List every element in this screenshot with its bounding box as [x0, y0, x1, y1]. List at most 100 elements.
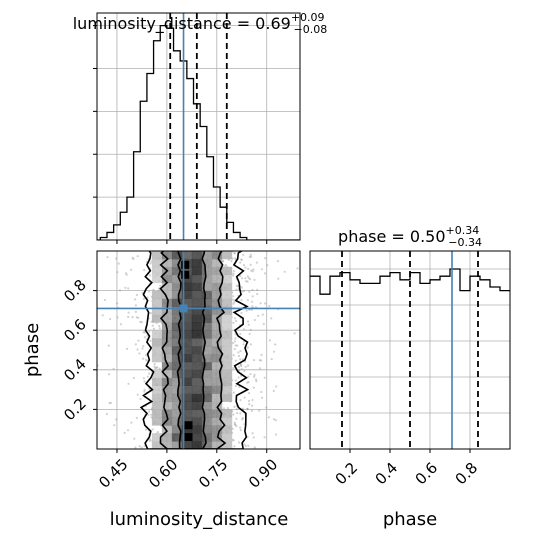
density-cell [181, 251, 193, 260]
density-cell [211, 346, 223, 355]
sample-point [276, 260, 279, 263]
sample-point [233, 252, 236, 255]
density-cell [161, 354, 173, 363]
density-cell [171, 361, 183, 371]
density-cell [201, 346, 213, 355]
sample-point [259, 302, 262, 305]
density-cell [161, 251, 173, 260]
sample-point [136, 393, 139, 396]
sample-point [237, 365, 240, 368]
sample-point [143, 380, 146, 383]
density-cell [201, 369, 213, 379]
density-cell [161, 314, 173, 323]
sample-point [233, 405, 236, 408]
sample-point [154, 367, 157, 370]
sample-point [246, 346, 249, 349]
sample-point [252, 386, 255, 389]
sample-point [256, 292, 259, 296]
sample-point [139, 397, 142, 400]
sample-point [240, 368, 243, 371]
density-cell [171, 298, 183, 307]
sample-point [246, 299, 249, 302]
sample-point [253, 446, 256, 449]
sample-point [247, 381, 250, 384]
density-cell [151, 251, 163, 260]
sample-point [115, 257, 118, 260]
sample-point [268, 305, 271, 308]
x-tick-label: 0.45 [95, 455, 131, 491]
density-cell [181, 322, 193, 331]
density-cell [171, 441, 183, 449]
density-cell [171, 322, 183, 331]
density-cell [171, 306, 183, 315]
density-cell [221, 393, 233, 402]
sample-point [237, 351, 240, 354]
density-cell [181, 401, 193, 410]
sample-point [221, 260, 224, 263]
density-cell [161, 274, 173, 284]
sample-point [108, 402, 111, 405]
density-cell [211, 306, 223, 315]
density-cell [191, 361, 203, 371]
sample-point [248, 278, 252, 281]
sample-point [263, 272, 267, 275]
density-cell [201, 314, 213, 323]
density-cell [191, 425, 203, 434]
density-cell [151, 346, 163, 355]
x-tick-label: 0.2 [332, 459, 362, 489]
sample-point [155, 366, 158, 369]
sample-point [232, 274, 235, 277]
density-cell [191, 298, 203, 307]
luminosity-distance-vs-phase-panel: 0.45 0.60 0.75 0.90 0.2 0.4 0.6 0.8 luminosity_… [22, 250, 301, 530]
density-cell [171, 314, 183, 323]
sample-point [118, 289, 122, 292]
x-axis-label-luminosity-distance: luminosity_distance [110, 509, 289, 530]
density-cell [151, 385, 163, 394]
sample-point [237, 369, 241, 372]
sample-point [255, 261, 258, 264]
sample-point [275, 433, 278, 436]
phase-title: phase = 0.50+0.34 −0.34 [338, 224, 482, 249]
sample-point [238, 385, 241, 388]
density-cell [181, 361, 193, 371]
sample-point [127, 287, 130, 290]
density-cell [171, 330, 183, 339]
density-cell [211, 322, 223, 331]
sample-point [249, 328, 252, 332]
sample-point [126, 429, 130, 432]
y-axis-label-phase: phase [22, 323, 43, 377]
density-cell [221, 338, 233, 347]
density-cell [211, 298, 223, 307]
density-cell [211, 251, 223, 260]
truth-marker [179, 304, 188, 313]
sample-point [148, 439, 151, 442]
sample-point [250, 255, 253, 258]
density-cell [181, 385, 193, 394]
sample-point [239, 399, 242, 402]
density-cell [221, 377, 233, 386]
sample-point [146, 296, 149, 299]
x-tick-label: 0.4 [372, 459, 402, 489]
sample-point [240, 311, 243, 315]
density-cell [151, 377, 163, 386]
sample-point [241, 407, 245, 410]
sample-point [233, 252, 236, 255]
sample-point [245, 309, 248, 312]
sample-point [296, 267, 299, 270]
density-cell [211, 401, 223, 410]
density-cell [201, 298, 213, 307]
density-cell [161, 282, 173, 291]
density-cell [161, 385, 173, 394]
density-cell [201, 393, 213, 402]
sample-point [252, 436, 255, 439]
density-cell [191, 393, 203, 402]
density-cell [171, 385, 183, 394]
density-cell [161, 441, 173, 449]
density-cell [201, 258, 213, 268]
sample-point [252, 268, 255, 271]
sample-point [148, 410, 151, 413]
sample-point [248, 392, 251, 395]
density-cell [181, 393, 193, 402]
density-cell [221, 441, 233, 449]
sample-point [240, 258, 243, 261]
